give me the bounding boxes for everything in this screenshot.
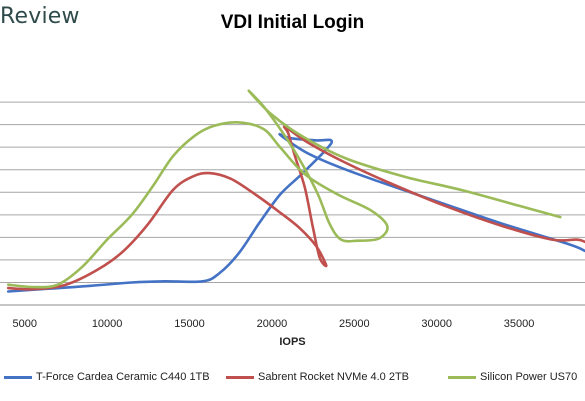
x-tick-label: 15000 xyxy=(174,318,205,330)
legend-swatch xyxy=(226,375,254,379)
x-axis-label: IOPS xyxy=(279,336,306,348)
legend-label: Sabrent Rocket NVMe 4.0 2TB xyxy=(258,371,410,383)
x-axis-tick-labels: 5000 10000 15000 20000 25000 30000 35000 xyxy=(12,318,534,330)
legend-swatch xyxy=(448,375,476,379)
x-tick-label: 35000 xyxy=(504,318,535,330)
series-lines xyxy=(6,89,585,293)
x-tick-label: 5000 xyxy=(12,318,36,330)
x-tick-label: 25000 xyxy=(339,318,370,330)
x-tick-label: 20000 xyxy=(257,318,288,330)
legend-item: Silicon Power US70 xyxy=(448,371,577,383)
legend-label: Silicon Power US70 xyxy=(480,371,578,383)
legend-swatch xyxy=(4,375,32,379)
chart-title: VDI Initial Login xyxy=(220,12,365,33)
x-tick-label: 30000 xyxy=(421,318,452,330)
brand-logo-text: Review xyxy=(0,4,80,29)
legend: T-Force Cardea Ceramic C440 1TB Sabrent … xyxy=(0,371,585,391)
x-tick-label: 10000 xyxy=(92,318,123,330)
legend-item: T-Force Cardea Ceramic C440 1TB xyxy=(4,371,210,383)
legend-label: T-Force Cardea Ceramic C440 1TB xyxy=(36,371,210,383)
legend-item: Sabrent Rocket NVMe 4.0 2TB xyxy=(226,371,409,383)
series-line xyxy=(6,89,562,289)
series-line xyxy=(6,125,585,291)
